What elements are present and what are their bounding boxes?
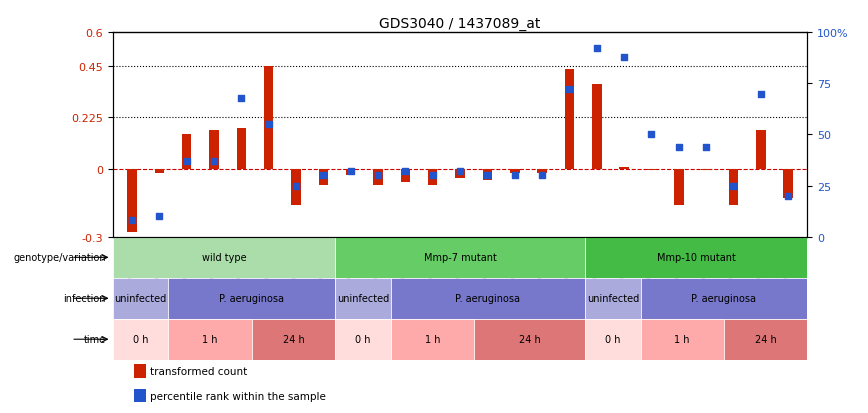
Text: 0 h: 0 h (133, 335, 148, 344)
Bar (373, 169, 383, 185)
Point (180, 159, 194, 165)
Text: time: time (84, 335, 106, 344)
FancyBboxPatch shape (113, 237, 335, 278)
Bar (455, 169, 465, 178)
Bar (237, 128, 247, 169)
FancyBboxPatch shape (113, 278, 168, 319)
FancyBboxPatch shape (724, 319, 807, 360)
Bar (619, 168, 628, 169)
Text: Mmp-7 mutant: Mmp-7 mutant (424, 253, 496, 263)
FancyBboxPatch shape (113, 319, 168, 360)
FancyBboxPatch shape (391, 319, 474, 360)
Text: wild type: wild type (201, 253, 247, 263)
Text: 24 h: 24 h (754, 335, 777, 344)
Text: P. aeruginosa: P. aeruginosa (220, 294, 284, 304)
Bar (400, 169, 411, 183)
Point (480, 173, 494, 179)
Bar (592, 85, 602, 169)
Point (453, 169, 467, 175)
Bar (537, 169, 547, 174)
Point (535, 173, 549, 179)
Text: 0 h: 0 h (355, 335, 371, 344)
FancyBboxPatch shape (585, 319, 641, 360)
FancyBboxPatch shape (585, 278, 641, 319)
FancyBboxPatch shape (391, 278, 585, 319)
Bar (510, 169, 520, 174)
Point (289, 183, 303, 190)
Text: uninfected: uninfected (337, 294, 389, 304)
Bar (182, 135, 192, 169)
Text: genotype/variation: genotype/variation (13, 253, 106, 263)
FancyBboxPatch shape (168, 319, 252, 360)
Text: 1 h: 1 h (424, 335, 440, 344)
Bar (728, 169, 738, 206)
Point (727, 183, 740, 190)
Text: 0 h: 0 h (605, 335, 621, 344)
Text: 24 h: 24 h (518, 335, 541, 344)
Bar (783, 169, 792, 199)
Bar (319, 169, 328, 185)
FancyBboxPatch shape (585, 237, 807, 278)
Bar (346, 169, 356, 176)
Bar (674, 169, 683, 206)
FancyBboxPatch shape (335, 237, 585, 278)
Bar (134, 389, 146, 403)
Point (125, 218, 139, 224)
Text: 24 h: 24 h (282, 335, 305, 344)
FancyBboxPatch shape (641, 319, 724, 360)
Point (262, 122, 276, 128)
Text: P. aeruginosa: P. aeruginosa (456, 294, 520, 304)
Point (699, 144, 713, 151)
FancyBboxPatch shape (335, 278, 391, 319)
Point (781, 193, 795, 200)
Point (234, 95, 248, 102)
FancyBboxPatch shape (252, 319, 335, 360)
Text: uninfected: uninfected (587, 294, 639, 304)
Bar (155, 169, 164, 174)
FancyBboxPatch shape (641, 278, 807, 319)
Text: 1 h: 1 h (202, 335, 218, 344)
Point (508, 173, 522, 179)
Bar (264, 67, 273, 169)
Title: GDS3040 / 1437089_at: GDS3040 / 1437089_at (379, 17, 541, 31)
Point (372, 173, 385, 179)
Bar (134, 364, 146, 378)
Bar (209, 131, 219, 169)
Point (317, 173, 331, 179)
Text: percentile rank within the sample: percentile rank within the sample (149, 391, 326, 401)
Point (207, 159, 221, 165)
Bar (756, 131, 766, 169)
Bar (428, 169, 437, 185)
Text: infection: infection (63, 294, 106, 304)
Point (398, 169, 412, 175)
Point (617, 54, 631, 61)
Point (589, 46, 603, 53)
Point (344, 169, 358, 175)
FancyBboxPatch shape (474, 319, 585, 360)
Point (562, 87, 576, 93)
Bar (128, 169, 137, 233)
Text: 1 h: 1 h (674, 335, 690, 344)
Point (644, 132, 658, 138)
Text: P. aeruginosa: P. aeruginosa (692, 294, 756, 304)
Text: Mmp-10 mutant: Mmp-10 mutant (657, 253, 735, 263)
Bar (483, 169, 492, 180)
Text: uninfected: uninfected (115, 294, 167, 304)
Bar (647, 169, 656, 170)
Bar (701, 169, 711, 170)
FancyBboxPatch shape (168, 278, 335, 319)
Text: transformed count: transformed count (149, 366, 247, 376)
Point (672, 144, 686, 151)
Point (753, 91, 767, 97)
Bar (564, 69, 574, 169)
FancyBboxPatch shape (335, 319, 391, 360)
Point (426, 173, 440, 179)
Point (153, 214, 167, 220)
Bar (292, 169, 301, 206)
